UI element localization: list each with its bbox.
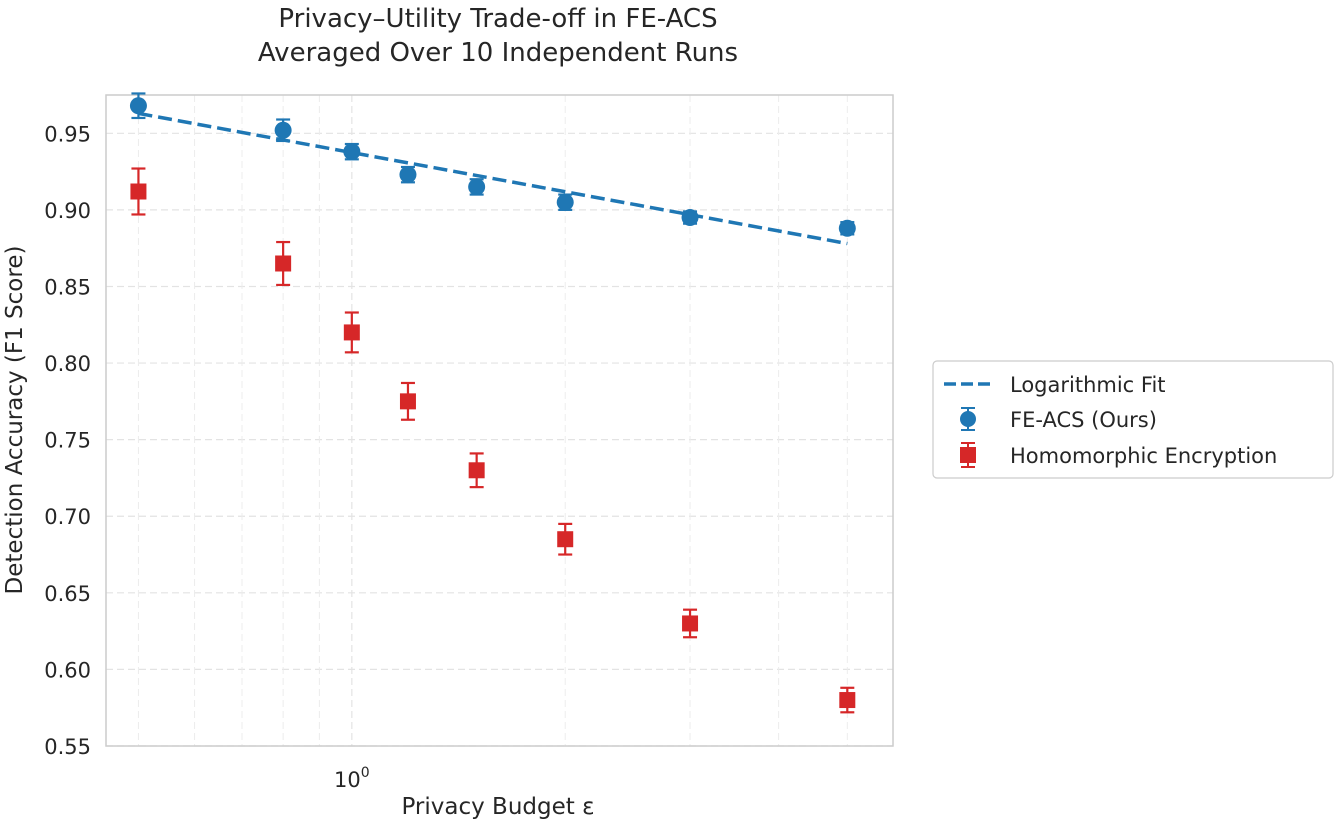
feacs-point-6: [681, 209, 699, 227]
he-point-2: [343, 324, 360, 341]
legend: Logarithmic Fit FE-ACS (Ours) Homomorphi…: [932, 360, 1334, 479]
x-major-tick-label: 100: [334, 765, 370, 792]
y-tick-label-8: 0.95: [44, 122, 91, 146]
he-point-6: [682, 615, 699, 632]
y-tick-label-5: 0.80: [44, 352, 91, 376]
legend-he-swatch: [960, 442, 976, 468]
feacs-point-7: [838, 219, 856, 237]
y-axis-label: Detection Accuracy (F1 Score): [2, 246, 28, 595]
series-layer: [129, 92, 856, 714]
y-tick-label-0: 0.55: [44, 735, 91, 759]
he-point-5: [557, 531, 574, 548]
feacs-point-5: [556, 193, 574, 211]
y-tick-label-4: 0.75: [44, 429, 91, 453]
he-point-0: [130, 183, 147, 200]
y-tick-label-6: 0.85: [44, 275, 91, 299]
x-axis-label: Privacy Budget ε: [401, 794, 594, 820]
y-tick-label-7: 0.90: [44, 199, 91, 223]
he-point-3: [399, 393, 416, 410]
feacs-point-1: [274, 121, 292, 139]
grid-layer: [106, 95, 893, 747]
chart-title-line-2: Averaged Over 10 Independent Runs: [258, 38, 738, 68]
legend-frame: [932, 360, 1334, 479]
y-tick-label-3: 0.70: [44, 505, 91, 529]
y-tick-label-2: 0.65: [44, 582, 91, 606]
legend-fit-label: Logarithmic Fit: [1010, 373, 1166, 397]
plot-background: [106, 95, 893, 746]
feacs-point-4: [468, 178, 486, 196]
fit-layer: [138, 111, 848, 246]
feacs-point-3: [399, 166, 417, 184]
x-major-tick-exp: 0: [361, 765, 370, 781]
y-tick-label-1: 0.60: [44, 658, 91, 682]
he-point-4: [468, 462, 485, 479]
feacs-point-0: [129, 97, 147, 115]
fit-line: [138, 111, 848, 246]
y-tick-labels: 0.55 0.60 0.65 0.70 0.75 0.80 0.85 0.90 0.95: [44, 122, 91, 759]
legend-feacs-label: FE-ACS (Ours): [1010, 408, 1157, 432]
x-major-tick-base: 10: [334, 768, 361, 792]
he-point-1: [275, 255, 292, 272]
plot-frame: [105, 94, 894, 747]
legend-he-label: Homomorphic Encryption: [1010, 444, 1277, 468]
he-point-7: [839, 692, 856, 709]
feacs-point-2: [343, 143, 361, 161]
chart-title-line-1: Privacy–Utility Trade-off in FE-ACS: [278, 4, 717, 34]
legend-feacs-swatch: [960, 407, 976, 431]
